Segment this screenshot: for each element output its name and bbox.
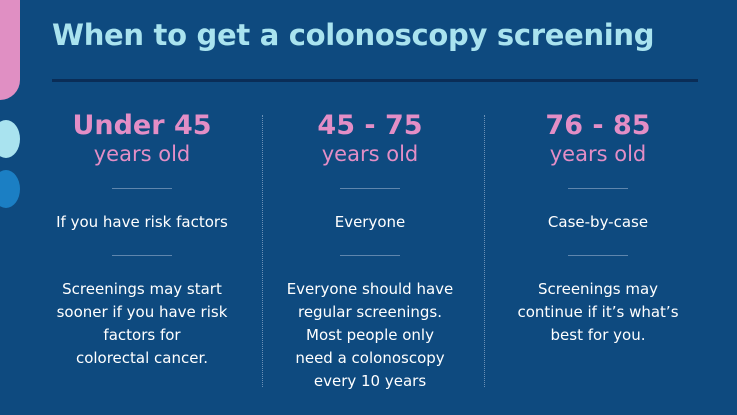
description-line: Screenings may xyxy=(537,280,659,298)
column: 45 - 75 years old Everyone Everyone should … xyxy=(256,110,484,393)
description: Screenings may continue if it’s what’s bes… xyxy=(484,278,712,347)
description-line: best for you. xyxy=(550,326,646,344)
description-line: factors for xyxy=(103,326,181,344)
description-line: regular screenings. xyxy=(297,303,443,321)
description-line: continue if it’s what’s xyxy=(517,303,679,321)
separator xyxy=(568,188,628,189)
separator xyxy=(340,255,400,256)
description-line: every 10 years xyxy=(313,372,427,390)
age-subheading: years old xyxy=(93,142,191,166)
description-line: sooner if you have risk xyxy=(56,303,228,321)
description-line: Most people only xyxy=(306,326,434,344)
separator xyxy=(340,188,400,189)
description-line: colorectal cancer. xyxy=(75,349,209,367)
description-line: Everyone should have xyxy=(286,280,454,298)
age-heading: Under 45 xyxy=(72,110,212,141)
separator xyxy=(568,255,628,256)
pink-shape xyxy=(0,0,20,100)
description: Screenings may start sooner if you have r… xyxy=(28,278,256,370)
age-heading: 76 - 85 xyxy=(545,110,651,141)
light-circle xyxy=(0,120,20,158)
age-subheading: years old xyxy=(549,142,647,166)
divider xyxy=(262,115,263,387)
blue-circle xyxy=(0,170,20,208)
description: Everyone should have regular screenings. M… xyxy=(256,278,484,393)
audience: If you have risk factors xyxy=(56,213,228,231)
description-line: need a colonoscopy xyxy=(295,349,445,367)
column: 76 - 85 years old Case-by-case Screenings m… xyxy=(484,110,712,347)
separator xyxy=(112,255,172,256)
age-heading: 45 - 75 xyxy=(317,110,423,141)
separator xyxy=(112,188,172,189)
column: Under 45 years old If you have risk factor… xyxy=(28,110,256,370)
age-subheading: years old xyxy=(321,142,419,166)
description-line: Screenings may start xyxy=(62,280,222,298)
title-rule xyxy=(52,79,698,82)
divider xyxy=(484,115,485,387)
title: When to get a colonoscopy screening xyxy=(52,18,655,52)
audience: Case-by-case xyxy=(547,213,649,231)
audience: Everyone xyxy=(334,213,406,231)
